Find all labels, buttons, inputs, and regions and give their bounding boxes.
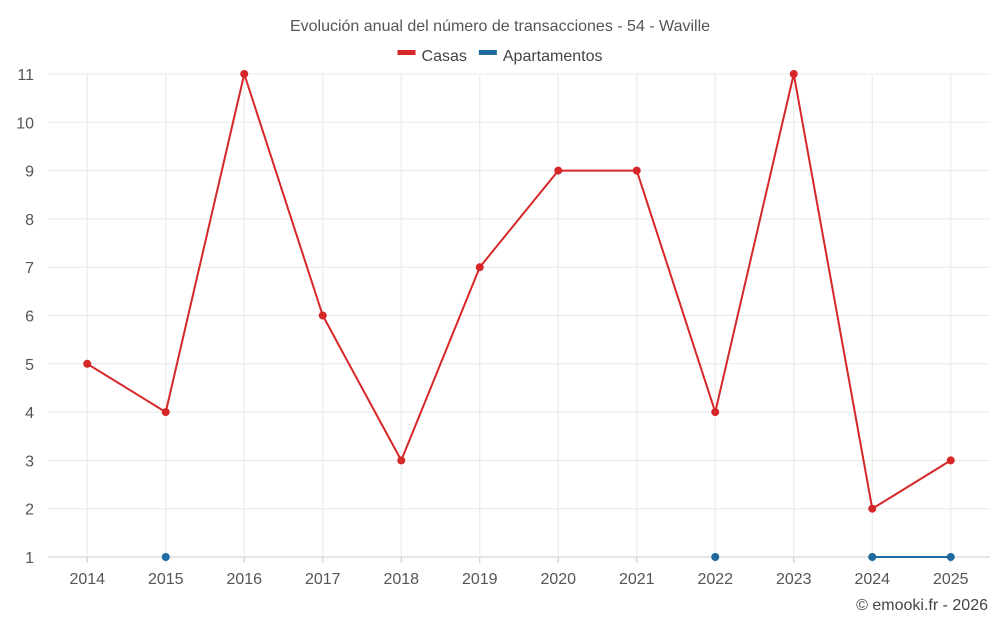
- x-tick-label: 2023: [776, 571, 812, 588]
- data-point[interactable]: [868, 553, 877, 561]
- x-tick-label: 2017: [305, 571, 341, 588]
- x-tick-label: 2025: [933, 571, 969, 588]
- series-layer: [83, 70, 955, 561]
- x-tick-label: 2024: [854, 571, 890, 588]
- y-tick-label: 4: [25, 405, 34, 422]
- y-tick-label: 7: [25, 260, 34, 277]
- data-point[interactable]: [946, 456, 955, 465]
- data-point[interactable]: [240, 70, 249, 78]
- y-tick-label: 1: [25, 550, 34, 567]
- series-line: [86, 73, 952, 510]
- axes: 1 2 3 4 5 6 7 8 9 10 11 2014 2015 2016 2017 2018 2019 202…: [16, 67, 968, 588]
- legend[interactable]: Casas Apartamentos: [397, 48, 603, 65]
- legend-item-casas[interactable]: Casas: [397, 48, 467, 65]
- grid: [48, 73, 990, 558]
- y-tick-label: 6: [25, 309, 34, 326]
- y-tick-label: 9: [25, 164, 34, 181]
- x-tick-label: 2016: [226, 571, 262, 588]
- series-casas: [83, 70, 955, 513]
- y-tick-label: 10: [16, 115, 34, 132]
- legend-label: Casas: [422, 48, 467, 65]
- y-tick-label: 2: [25, 502, 34, 519]
- data-point[interactable]: [789, 70, 798, 78]
- data-point[interactable]: [946, 553, 955, 561]
- x-tick-label: 2014: [69, 571, 105, 588]
- data-point[interactable]: [711, 408, 720, 417]
- x-tick-label: 2015: [148, 571, 184, 588]
- data-point[interactable]: [554, 166, 563, 175]
- y-tick-label: 8: [25, 212, 34, 229]
- y-tick-label: 3: [25, 453, 34, 470]
- data-point[interactable]: [711, 553, 720, 561]
- data-point[interactable]: [475, 263, 484, 272]
- legend-item-apartamentos[interactable]: Apartamentos: [478, 48, 603, 65]
- y-tick-label: 11: [17, 67, 34, 84]
- legend-swatch: [397, 50, 416, 55]
- x-tick-label: 2022: [697, 571, 733, 588]
- x-tick-label: 2020: [540, 571, 576, 588]
- data-point[interactable]: [632, 166, 641, 175]
- legend-label: Apartamentos: [503, 48, 603, 65]
- y-tick-label: 5: [25, 357, 34, 374]
- data-point[interactable]: [83, 359, 92, 368]
- credit-text: © emooki.fr - 2026: [856, 597, 988, 614]
- series-apartamentos: [161, 553, 955, 561]
- data-point[interactable]: [868, 504, 877, 513]
- x-tick-label: 2018: [383, 571, 419, 588]
- x-tick-label: 2021: [619, 571, 655, 588]
- data-point[interactable]: [161, 553, 170, 561]
- legend-swatch: [478, 50, 497, 55]
- data-point[interactable]: [318, 311, 327, 320]
- data-point[interactable]: [397, 456, 406, 465]
- chart-title: Evolución anual del número de transaccio…: [290, 18, 710, 35]
- x-tick-label: 2019: [462, 571, 498, 588]
- data-point[interactable]: [161, 408, 170, 417]
